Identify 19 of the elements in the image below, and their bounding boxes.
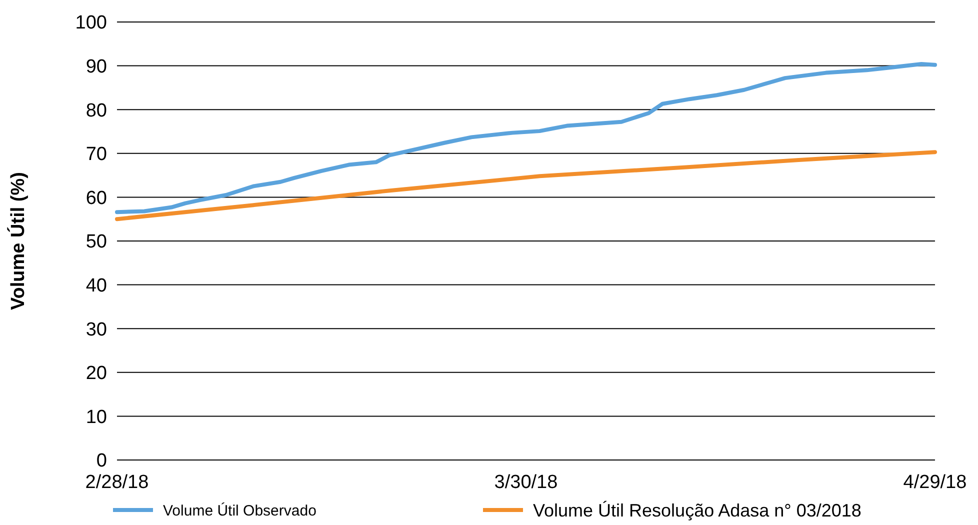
line-series	[115, 150, 937, 222]
y-tick-label: 80	[86, 100, 107, 122]
x-tick-label: 3/30/18	[494, 472, 558, 493]
y-tick-label: 0	[96, 450, 107, 472]
y-tick-label: 70	[86, 144, 107, 166]
legend-label: Volume Útil Resolução Adasa n° 03/2018	[533, 500, 862, 520]
x-tick-label: 2/28/18	[85, 472, 149, 493]
legend-label: Volume Útil Observado	[163, 501, 316, 520]
y-tick-label: 90	[86, 56, 107, 78]
y-tick-label: 20	[86, 363, 107, 384]
y-tick-label: 50	[86, 232, 107, 253]
y-tick-label: 40	[86, 275, 107, 296]
y-tick-label: 30	[86, 319, 107, 340]
y-tick-label: 100	[75, 12, 107, 34]
x-tick-label: 4/29/18	[903, 472, 967, 493]
y-tick-label: 10	[86, 406, 107, 428]
y-tick-label: 60	[86, 188, 107, 209]
y-axis-title: Volume Útil (%)	[7, 172, 29, 310]
line-series	[115, 62, 937, 214]
